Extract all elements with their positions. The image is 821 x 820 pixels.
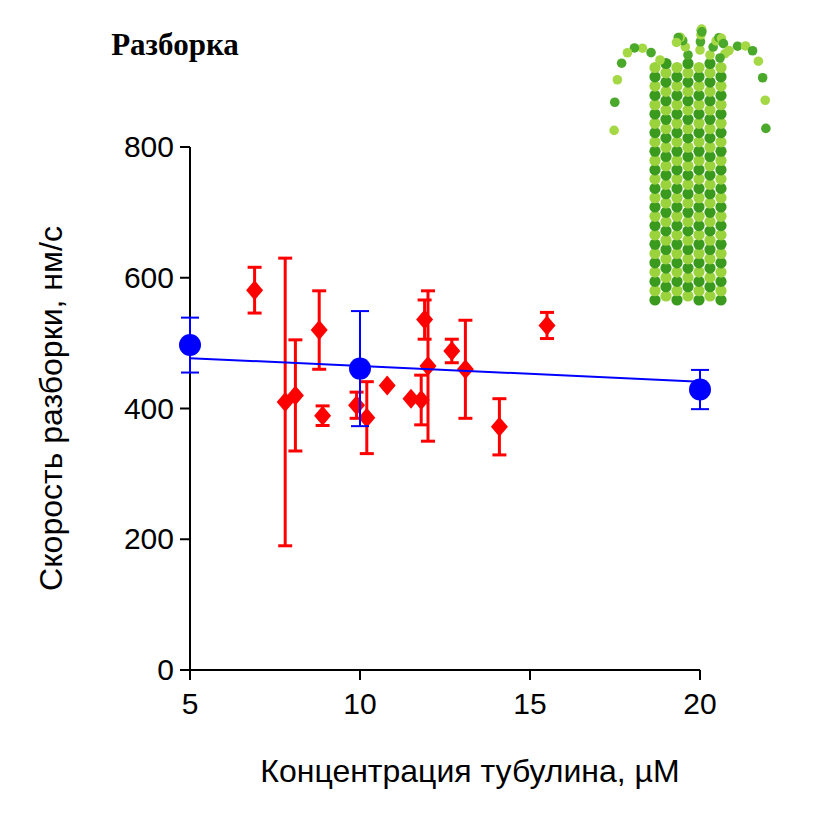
error-cap — [458, 417, 472, 420]
error-cap — [350, 391, 364, 394]
plot-area — [179, 258, 711, 546]
error-cap — [248, 312, 262, 315]
tubulin-bead — [613, 75, 623, 85]
tubulin-bead — [672, 38, 682, 48]
error-cap — [540, 311, 554, 314]
tubulin-bead — [761, 124, 771, 134]
point — [379, 376, 396, 396]
trend-line — [190, 358, 700, 382]
point — [491, 417, 508, 437]
error-cap — [181, 372, 199, 374]
error-cap — [492, 453, 506, 456]
point — [416, 310, 433, 330]
error-cap — [360, 452, 374, 455]
tubulin-bead — [610, 97, 620, 107]
point — [349, 358, 371, 380]
error-cap — [288, 449, 302, 452]
x-tick-label: 5 — [182, 687, 199, 720]
tubulin-bead — [646, 48, 656, 58]
y-tick-label: 200 — [124, 522, 174, 555]
tubulin-bead — [724, 46, 734, 56]
error-cap — [414, 423, 428, 426]
tubulin-bead — [655, 55, 665, 65]
x-axis-title: Концентрация тубулина, µM — [260, 753, 679, 789]
error-cap — [312, 289, 326, 292]
x-tick — [359, 670, 361, 680]
tubulin-bead — [609, 126, 619, 136]
tubulin-bead — [695, 45, 705, 55]
y-tick-label: 800 — [124, 130, 174, 163]
tubulin-bead — [697, 27, 707, 37]
y-tick-label: 400 — [124, 392, 174, 425]
point — [413, 390, 430, 410]
error-cap — [492, 397, 506, 400]
error-cap — [278, 544, 292, 547]
y-tick — [180, 146, 190, 148]
y-tick — [180, 669, 190, 671]
tubulin-bead — [754, 56, 764, 66]
error-cap — [288, 338, 302, 341]
error-cap — [278, 257, 292, 260]
error-cap — [312, 368, 326, 371]
error-cap — [458, 319, 472, 322]
x-tick — [189, 670, 191, 680]
error-cap — [351, 425, 369, 427]
y-tick — [180, 408, 190, 410]
tubulin-bead — [758, 73, 768, 83]
error-cap — [691, 369, 709, 371]
point — [311, 320, 328, 340]
point — [443, 341, 460, 361]
error-cap — [181, 317, 199, 319]
x-tick-label: 20 — [683, 687, 716, 720]
tubulin-bead — [760, 95, 770, 105]
error-cap — [421, 440, 435, 443]
error-cap — [360, 380, 374, 383]
error-cap — [248, 266, 262, 269]
tubulin-bead — [617, 58, 627, 68]
point — [314, 406, 331, 426]
y-tick-label: 0 — [157, 653, 174, 686]
x-tick — [699, 670, 701, 680]
point — [246, 280, 263, 300]
x-tick-label: 15 — [513, 687, 546, 720]
point — [287, 385, 304, 405]
error-cap — [351, 310, 369, 312]
chart: Разборка 0 200 400 600 800 5 10 15 20 Скорость раз… — [0, 0, 821, 820]
error-cap — [421, 289, 435, 292]
y-tick-label: 600 — [124, 261, 174, 294]
error-cap — [414, 374, 428, 377]
tubulin-bead — [715, 53, 725, 63]
error-cap — [445, 361, 459, 364]
error-cap — [691, 408, 709, 410]
y-axis-title: Скорость разборки, нм/с — [33, 226, 69, 591]
point — [348, 395, 365, 415]
title: Разборка — [111, 27, 239, 62]
x-tick-label: 10 — [343, 687, 376, 720]
point — [420, 356, 437, 376]
tubulin-bead — [693, 62, 704, 73]
tubulin-bead — [715, 62, 726, 73]
point — [457, 359, 474, 379]
tubulin-bead — [623, 48, 633, 58]
x-tick — [529, 670, 531, 680]
point — [179, 334, 201, 356]
y-tick — [180, 277, 190, 279]
y-tick — [180, 538, 190, 540]
x-axis — [190, 669, 700, 671]
error-cap — [445, 338, 459, 341]
microtubule-illustration — [609, 24, 770, 305]
tubulin-bead — [671, 62, 682, 73]
point — [539, 315, 556, 335]
error-cap — [540, 337, 554, 340]
tubulin-bead — [748, 46, 758, 56]
